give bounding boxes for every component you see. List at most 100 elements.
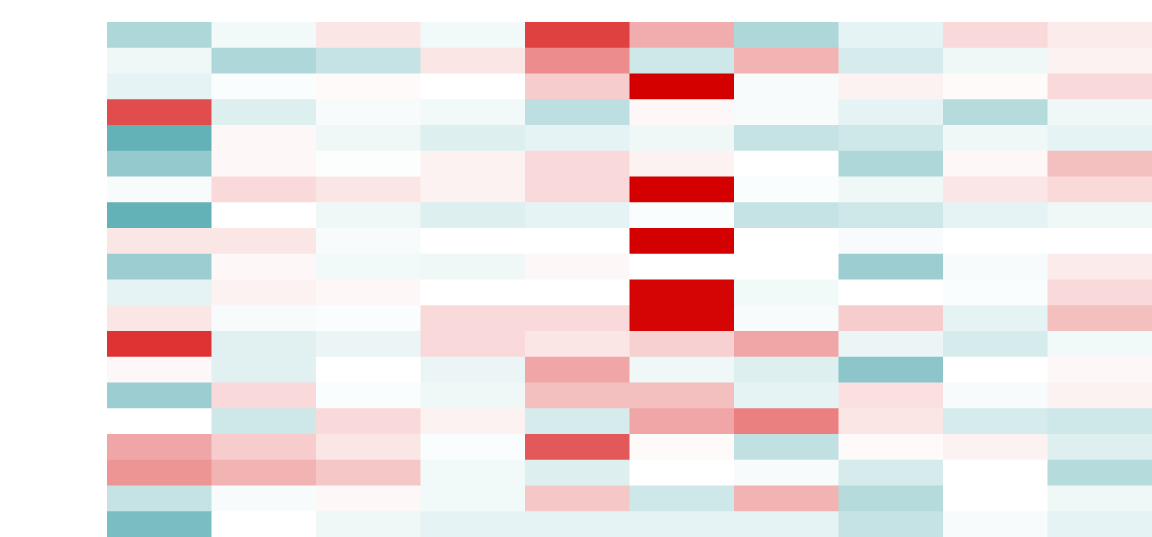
heatmap-cell-r16-c0 bbox=[107, 434, 213, 461]
heatmap-cell-r3-c2 bbox=[316, 99, 422, 126]
heatmap-cell-r16-c2 bbox=[316, 434, 422, 461]
heatmap-cell-r10-c6 bbox=[734, 279, 840, 306]
heatmap-cell-r2-c0 bbox=[107, 73, 213, 100]
heatmap-cell-r17-c9 bbox=[1047, 459, 1152, 487]
heatmap-cell-r2-c4 bbox=[525, 73, 631, 100]
heatmap-cell-r11-c1 bbox=[211, 305, 317, 332]
heatmap-cell-r1-c0 bbox=[107, 47, 213, 75]
heatmap-cell-r13-c9 bbox=[1047, 356, 1152, 384]
heatmap-cell-r4-c9 bbox=[1047, 125, 1152, 152]
heatmap-cell-r1-c5 bbox=[629, 47, 735, 75]
heatmap-cell-r11-c4 bbox=[525, 305, 631, 332]
heatmap-cell-r13-c7 bbox=[838, 356, 944, 384]
heatmap-cell-r4-c4 bbox=[525, 125, 631, 152]
heatmap-cell-r18-c5 bbox=[629, 485, 735, 512]
heatmap-cell-r13-c5 bbox=[629, 356, 735, 384]
heatmap-cell-r4-c8 bbox=[943, 125, 1049, 152]
heatmap-cell-r15-c5 bbox=[629, 408, 735, 435]
heatmap-cell-r1-c9 bbox=[1047, 47, 1152, 75]
heatmap-cell-r6-c7 bbox=[838, 176, 944, 203]
heatmap-cell-r17-c2 bbox=[316, 459, 422, 487]
heatmap-cell-r16-c4 bbox=[525, 434, 631, 461]
heatmap-cell-r10-c7 bbox=[838, 279, 944, 306]
heatmap-cell-r3-c5 bbox=[629, 99, 735, 126]
heatmap-cell-r17-c8 bbox=[943, 459, 1049, 487]
heatmap-cell-r1-c2 bbox=[316, 47, 422, 75]
heatmap-cell-r4-c7 bbox=[838, 125, 944, 152]
heatmap-cell-r11-c3 bbox=[420, 305, 526, 332]
heatmap-cell-r7-c8 bbox=[943, 202, 1049, 229]
heatmap-cell-r15-c0 bbox=[107, 408, 213, 435]
heatmap-cell-r6-c5 bbox=[629, 176, 735, 203]
heatmap-cell-r8-c0 bbox=[107, 228, 213, 255]
heatmap-cell-r15-c8 bbox=[943, 408, 1049, 435]
heatmap-cell-r17-c4 bbox=[525, 459, 631, 487]
heatmap-cell-r6-c1 bbox=[211, 176, 317, 203]
heatmap-cell-r10-c4 bbox=[525, 279, 631, 306]
heatmap-cell-r12-c3 bbox=[420, 331, 526, 358]
heatmap-cell-r11-c0 bbox=[107, 305, 213, 332]
heatmap-cell-r6-c8 bbox=[943, 176, 1049, 203]
heatmap-cell-r3-c6 bbox=[734, 99, 840, 126]
heatmap-cell-r1-c1 bbox=[211, 47, 317, 75]
heatmap-cell-r10-c8 bbox=[943, 279, 1049, 306]
heatmap-cell-r17-c6 bbox=[734, 459, 840, 487]
heatmap-cell-r12-c2 bbox=[316, 331, 422, 358]
heatmap-cell-r15-c6 bbox=[734, 408, 840, 435]
heatmap-cell-r2-c3 bbox=[420, 73, 526, 100]
heatmap-cell-r18-c9 bbox=[1047, 485, 1152, 512]
heatmap-cell-r14-c1 bbox=[211, 382, 317, 409]
heatmap-cell-r18-c4 bbox=[525, 485, 631, 512]
heatmap-cell-r14-c2 bbox=[316, 382, 422, 409]
heatmap-cell-r12-c7 bbox=[838, 331, 944, 358]
heatmap-cell-r12-c1 bbox=[211, 331, 317, 358]
heatmap-cell-r6-c2 bbox=[316, 176, 422, 203]
heatmap-cell-r7-c9 bbox=[1047, 202, 1152, 229]
heatmap-cell-r11-c2 bbox=[316, 305, 422, 332]
heatmap-cell-r19-c7 bbox=[838, 511, 944, 537]
heatmap-cell-r8-c5 bbox=[629, 228, 735, 255]
heatmap-cell-r10-c2 bbox=[316, 279, 422, 306]
heatmap-cell-r1-c3 bbox=[420, 47, 526, 75]
heatmap-cell-r12-c9 bbox=[1047, 331, 1152, 358]
heatmap-cell-r10-c0 bbox=[107, 279, 213, 306]
heatmap-cell-r9-c4 bbox=[525, 253, 631, 281]
heatmap-cell-r15-c3 bbox=[420, 408, 526, 435]
heatmap-cell-r0-c2 bbox=[316, 22, 422, 49]
heatmap-cell-r4-c2 bbox=[316, 125, 422, 152]
heatmap-cell-r3-c4 bbox=[525, 99, 631, 126]
heatmap-cell-r0-c1 bbox=[211, 22, 317, 49]
heatmap-cell-r1-c7 bbox=[838, 47, 944, 75]
heatmap-cell-r14-c8 bbox=[943, 382, 1049, 409]
heatmap-cell-r2-c7 bbox=[838, 73, 944, 100]
heatmap-cell-r13-c3 bbox=[420, 356, 526, 384]
heatmap-cell-r2-c1 bbox=[211, 73, 317, 100]
heatmap-cell-r17-c1 bbox=[211, 459, 317, 487]
heatmap-cell-r4-c5 bbox=[629, 125, 735, 152]
heatmap-cell-r19-c5 bbox=[629, 511, 735, 537]
heatmap-cell-r12-c0 bbox=[107, 331, 213, 358]
heatmap-cell-r8-c6 bbox=[734, 228, 840, 255]
heatmap-cell-r7-c4 bbox=[525, 202, 631, 229]
heatmap-cell-r16-c5 bbox=[629, 434, 735, 461]
heatmap-cell-r0-c4 bbox=[525, 22, 631, 49]
heatmap-cell-r9-c8 bbox=[943, 253, 1049, 281]
heatmap-cell-r13-c0 bbox=[107, 356, 213, 384]
heatmap-cell-r6-c4 bbox=[525, 176, 631, 203]
heatmap-cell-r6-c3 bbox=[420, 176, 526, 203]
heatmap-cell-r9-c5 bbox=[629, 253, 735, 281]
heatmap-cell-r18-c3 bbox=[420, 485, 526, 512]
heatmap-cell-r12-c5 bbox=[629, 331, 735, 358]
heatmap-cell-r5-c3 bbox=[420, 150, 526, 178]
heatmap-cell-r13-c1 bbox=[211, 356, 317, 384]
heatmap-cell-r16-c6 bbox=[734, 434, 840, 461]
heatmap-cell-r15-c1 bbox=[211, 408, 317, 435]
heatmap-cell-r1-c4 bbox=[525, 47, 631, 75]
heatmap-cell-r9-c9 bbox=[1047, 253, 1152, 281]
heatmap-cell-r0-c7 bbox=[838, 22, 944, 49]
heatmap-cell-r4-c3 bbox=[420, 125, 526, 152]
heatmap-cell-r18-c7 bbox=[838, 485, 944, 512]
heatmap-cell-r3-c3 bbox=[420, 99, 526, 126]
heatmap-cell-r0-c6 bbox=[734, 22, 840, 49]
heatmap-cell-r0-c8 bbox=[943, 22, 1049, 49]
